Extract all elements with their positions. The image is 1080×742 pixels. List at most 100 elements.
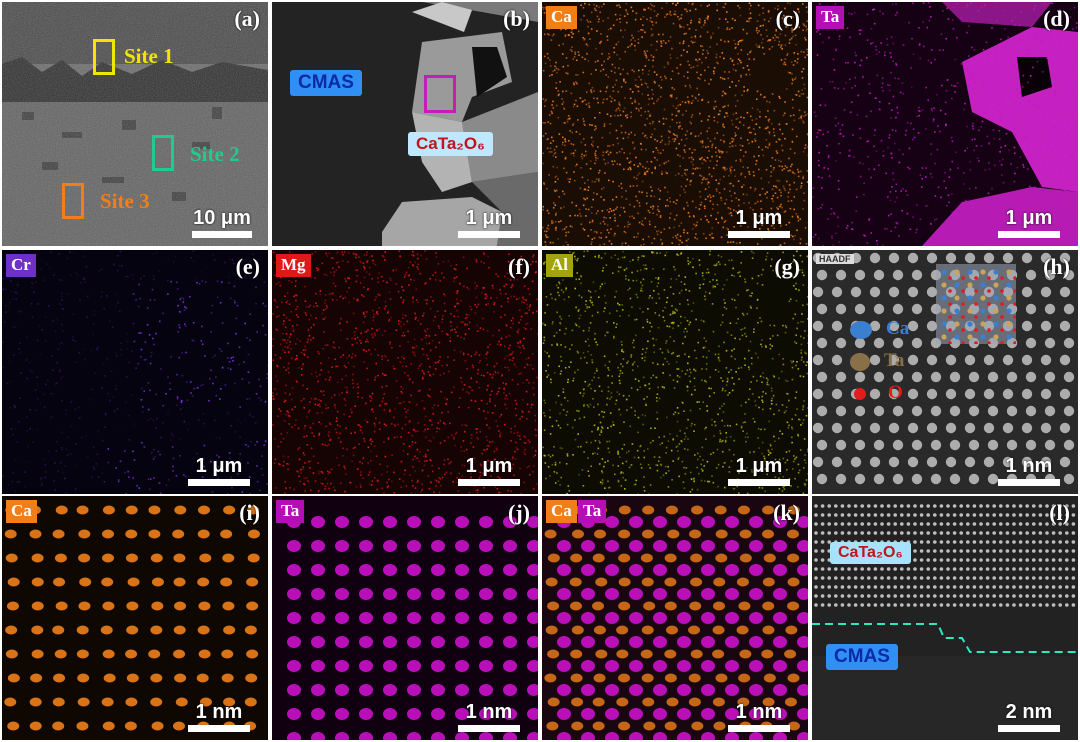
site-2-label: Site 2	[190, 142, 240, 166]
scale-bar-line	[998, 479, 1060, 486]
scale-bar-text: 1 μm	[735, 207, 783, 229]
phase-tag: CaTa₂O₆	[408, 132, 493, 156]
scale-bar-line	[188, 725, 250, 732]
phase-tag: CaTa₂O₆	[830, 542, 911, 564]
scale-bar-line	[728, 231, 790, 238]
element-tag-cr: Cr	[6, 254, 36, 277]
panel-label-d: (d)	[1043, 6, 1070, 31]
site-3-box	[62, 183, 84, 219]
panel-a-sem-cross-section: Site 1 Site 2 Site 3 (a) 10 μm	[2, 2, 268, 246]
panel-label-b: (b)	[503, 6, 530, 31]
ca-dot-icon	[850, 320, 872, 339]
haadf-mode-tag: HAADF	[816, 254, 854, 264]
element-map	[272, 250, 538, 494]
element-tag-ca: Ca	[546, 500, 577, 523]
scale-bar-j: 1 nm	[458, 701, 520, 732]
panel-c-ca-map: Ca (c) 1 μm	[542, 2, 808, 246]
scale-bar-h: 1 nm	[998, 455, 1060, 486]
scale-bar-l: 2 nm	[998, 701, 1060, 732]
scale-bar-text: 1 μm	[465, 207, 513, 229]
site-3-label: Site 3	[100, 189, 150, 213]
analysis-region-box	[424, 75, 456, 113]
panel-label-a: (a)	[234, 6, 260, 31]
scale-bar-line	[998, 725, 1060, 732]
scale-bar-line	[458, 725, 520, 732]
scale-bar-text: 1 nm	[465, 701, 513, 723]
scale-bar-b: 1 μm	[458, 207, 520, 238]
scale-bar-text: 1 nm	[1005, 455, 1053, 477]
legend-ta-text: Ta	[884, 350, 905, 371]
scale-bar-f: 1 μm	[458, 455, 520, 486]
legend-ta: Ta	[850, 350, 904, 372]
scale-bar-text: 2 nm	[1005, 701, 1053, 723]
atomic-column-map	[4, 505, 260, 731]
legend-ca: Ca	[850, 318, 909, 340]
panel-label-c: (c)	[775, 6, 800, 31]
element-map	[2, 250, 268, 494]
element-tag-ta: Ta	[816, 6, 845, 29]
scale-bar-line	[728, 479, 790, 486]
ta-dot-icon	[850, 352, 870, 371]
scale-bar-k: 1 nm	[728, 701, 790, 732]
scale-bar-c: 1 μm	[728, 207, 790, 238]
panel-label-h: (h)	[1043, 254, 1070, 279]
element-map	[542, 2, 808, 246]
panel-d-ta-map: Ta (d) 1 μm	[812, 2, 1078, 246]
panel-label-f: (f)	[508, 254, 530, 279]
element-tag-al: Al	[546, 254, 573, 277]
element-map	[542, 250, 808, 494]
element-tag-ca: Ca	[6, 500, 37, 523]
o-dot-icon	[854, 387, 866, 400]
scale-bar-text: 1 μm	[735, 455, 783, 477]
sem-image	[2, 2, 268, 246]
scale-bar-d: 1 μm	[998, 207, 1060, 238]
panel-h-haadf: HAADF Ca Ta O (h) 1 nm	[812, 250, 1078, 494]
scale-bar-i: 1 nm	[188, 701, 250, 732]
panel-b-sem-detail: CMAS CaTa₂O₆ (b) 1 μm	[272, 2, 538, 246]
panel-j-ta-atomic-map: Ta (j) 1 nm	[272, 496, 538, 740]
site-1-label: Site 1	[124, 44, 174, 68]
atomic-column-overlay	[544, 505, 808, 740]
panel-l-interface: CaTa₂O₆ CMAS (l) 2 nm	[812, 496, 1078, 740]
panel-f-mg-map: Mg (f) 1 μm	[272, 250, 538, 494]
legend-o: O	[854, 382, 903, 404]
panel-label-k: (k)	[773, 500, 800, 525]
scale-bar-a: 10 μm	[192, 207, 252, 238]
element-tag-ca: Ca	[546, 6, 577, 29]
crystal-structure-inset	[936, 264, 1016, 344]
scale-bar-line	[728, 725, 790, 732]
scale-bar-line	[458, 479, 520, 486]
panel-label-l: (l)	[1049, 500, 1070, 525]
scale-bar-line	[192, 231, 252, 238]
cmas-tag: CMAS	[290, 70, 362, 96]
element-map-dots	[812, 2, 1078, 246]
cmas-tag: CMAS	[826, 644, 898, 670]
scale-bar-e: 1 μm	[188, 455, 250, 486]
legend-ca-text: Ca	[886, 318, 910, 339]
element-tag-ta: Ta	[578, 500, 607, 523]
element-tag-ta: Ta	[276, 500, 305, 523]
scale-bar-g: 1 μm	[728, 455, 790, 486]
site-2-box	[152, 135, 174, 171]
scale-bar-text: 1 nm	[735, 701, 783, 723]
scale-bar-line	[188, 479, 250, 486]
panel-label-i: (i)	[239, 500, 260, 525]
panel-label-j: (j)	[508, 500, 530, 525]
element-tag-mg: Mg	[276, 254, 311, 277]
panel-i-ca-atomic-map: Ca (i) 1 nm	[2, 496, 268, 740]
panel-label-g: (g)	[774, 254, 800, 279]
scale-bar-text: 1 nm	[195, 701, 243, 723]
scale-bar-text: 1 μm	[465, 455, 513, 477]
legend-o-text: O	[888, 382, 903, 403]
panel-g-al-map: Al (g) 1 μm	[542, 250, 808, 494]
scale-bar-text: 1 μm	[195, 455, 243, 477]
site-1-box	[93, 39, 115, 75]
panel-e-cr-map: Cr (e) 1 μm	[2, 250, 268, 494]
atomic-column-map	[287, 516, 538, 740]
scale-bar-line	[998, 231, 1060, 238]
scale-bar-text: 1 μm	[1005, 207, 1053, 229]
scale-bar-line	[458, 231, 520, 238]
panel-label-e: (e)	[235, 254, 260, 279]
scale-bar-text: 10 μm	[193, 207, 251, 229]
